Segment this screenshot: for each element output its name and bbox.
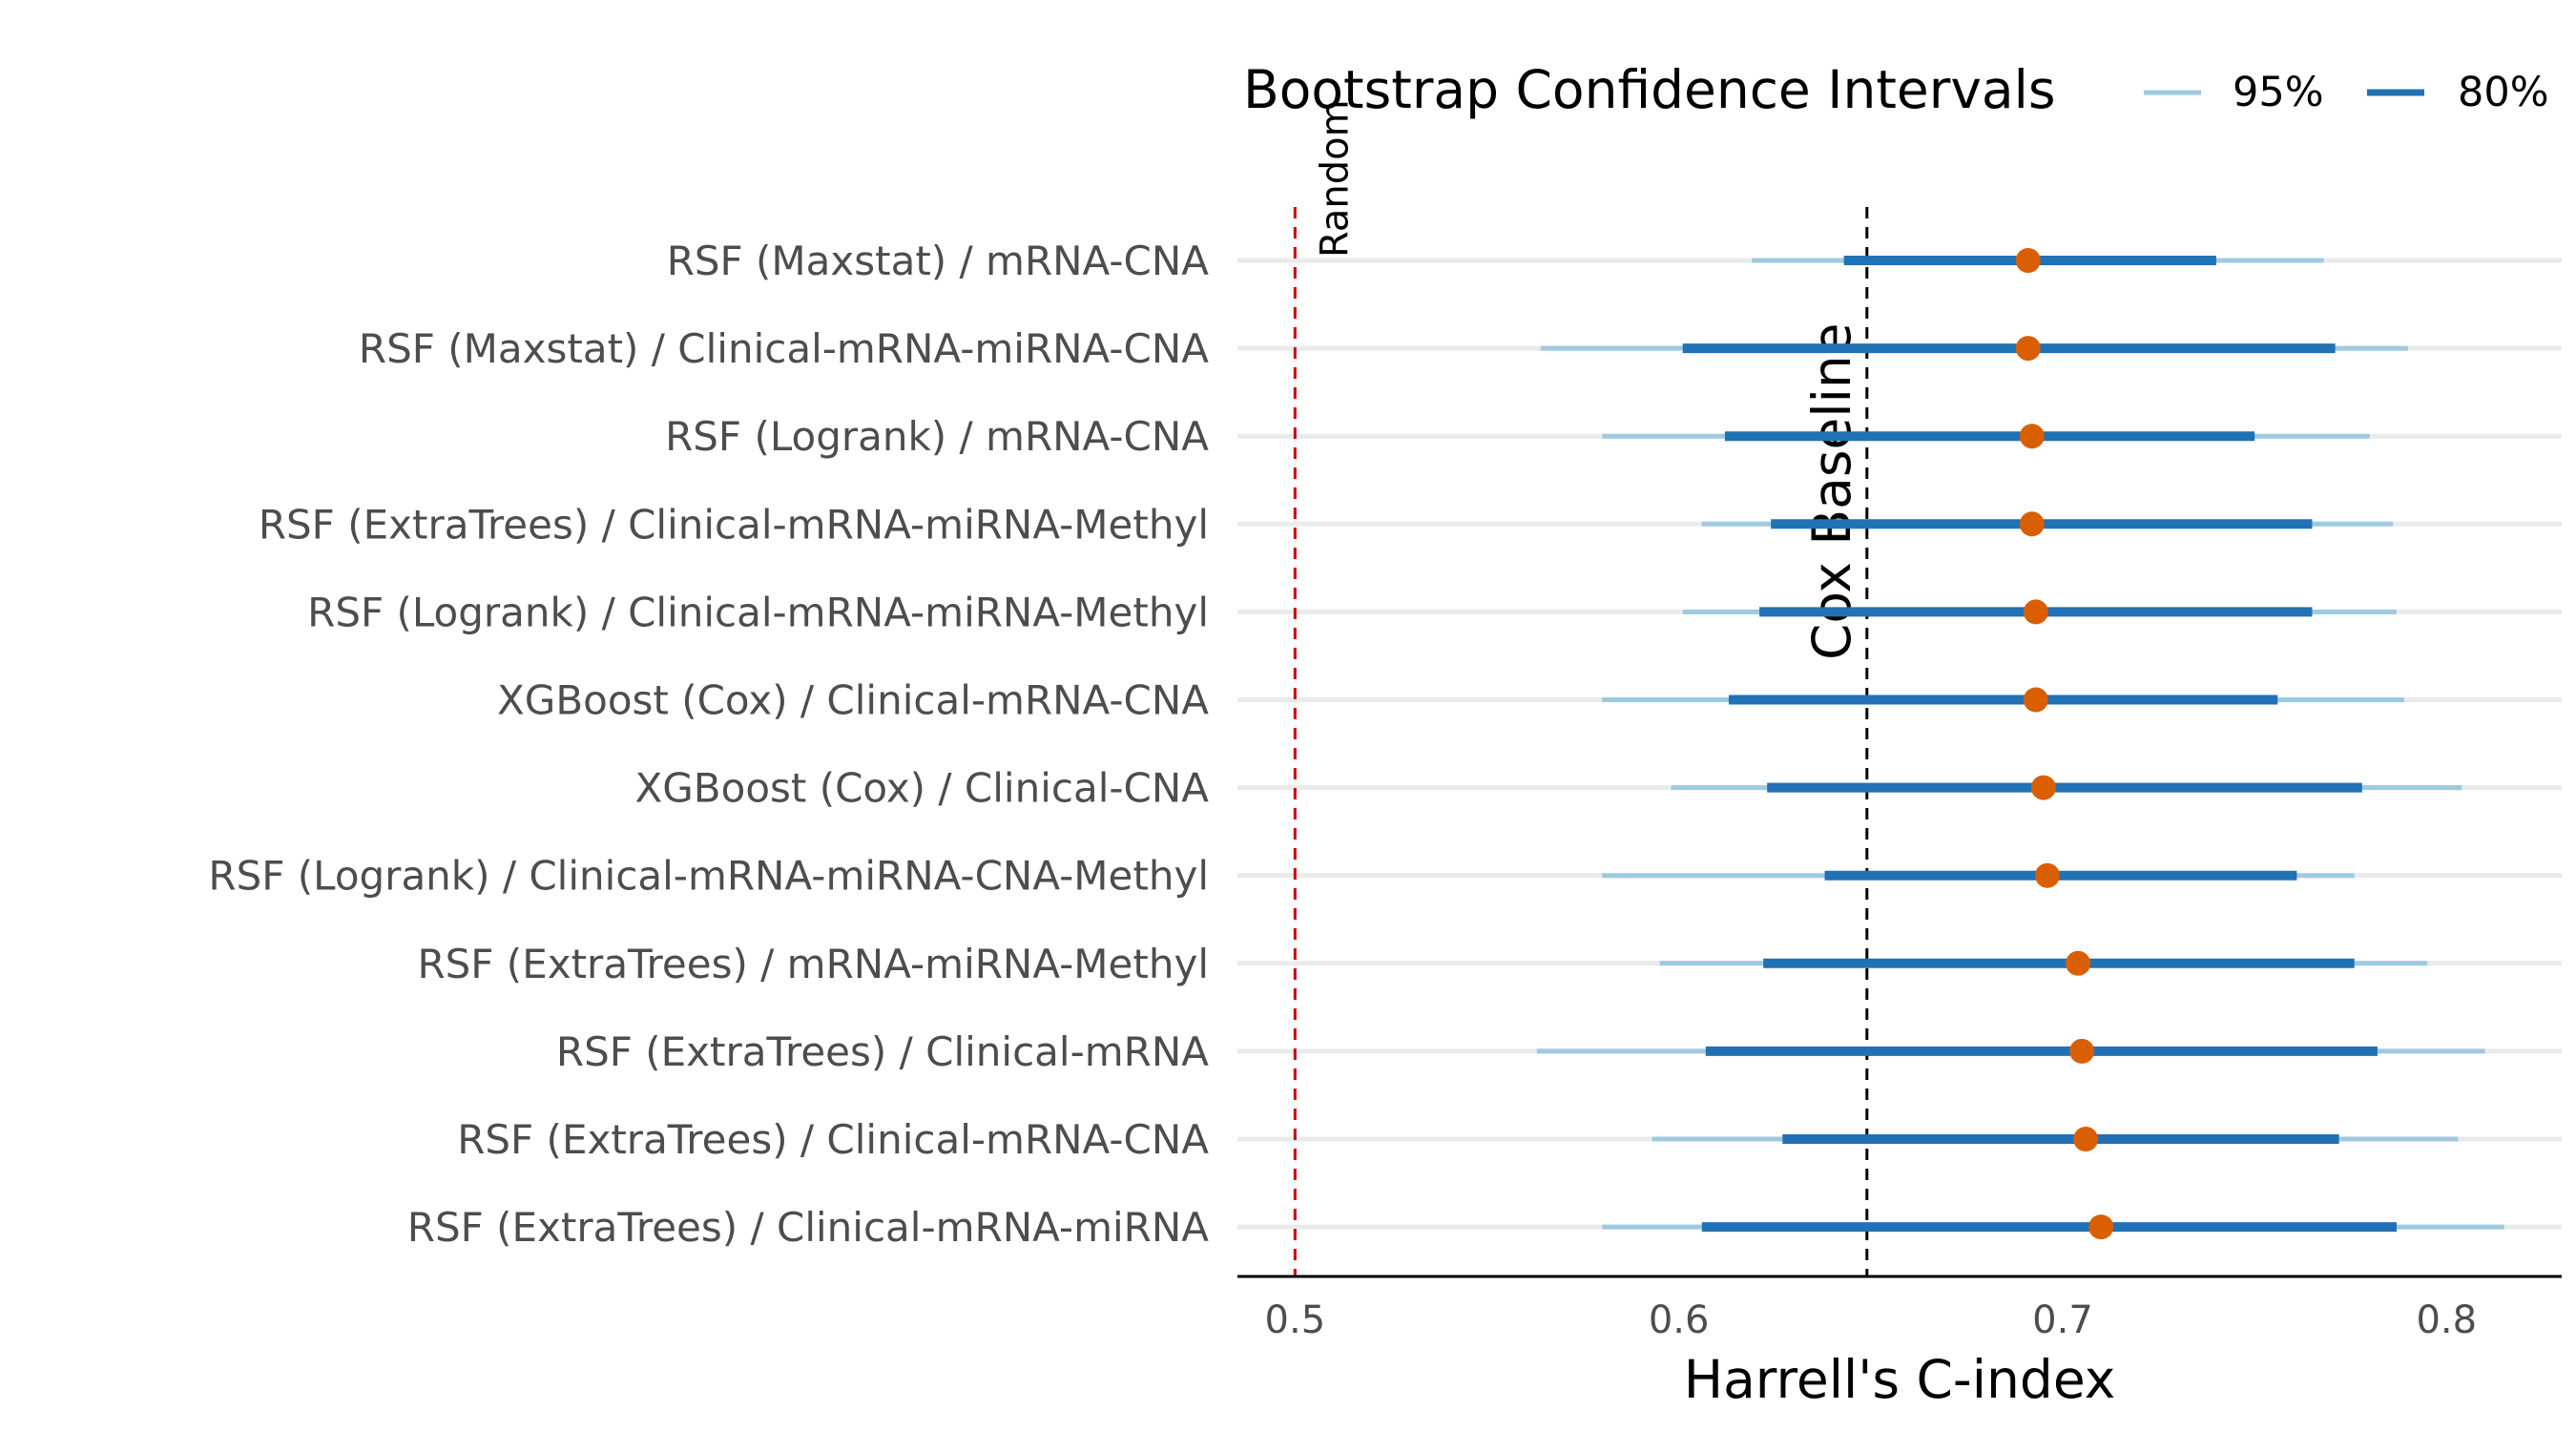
row-label: XGBoost (Cox) / Clinical-CNA: [634, 765, 1209, 812]
row-label: RSF (Maxstat) / Clinical-mRNA-miRNA-CNA: [359, 325, 1209, 372]
point-estimate: [2015, 336, 2041, 362]
row-labels: RSF (Maxstat) / mRNA-CNA RSF (Maxstat) / …: [208, 238, 1209, 1251]
point-estimate: [2023, 599, 2048, 625]
point-estimate: [2066, 950, 2091, 976]
row-label: RSF (ExtraTrees) / Clinical-mRNA-miRNA-M…: [259, 501, 1209, 548]
row-label: RSF (Logrank) / mRNA-CNA: [665, 413, 1209, 460]
data-intervals: [1536, 248, 2504, 1240]
row-label: RSF (Maxstat) / mRNA-CNA: [667, 238, 1210, 284]
cox-baseline-label: Cox Baseline: [1801, 322, 1862, 660]
row-label: RSF (Logrank) / Clinical-mRNA-miRNA-CNA-…: [208, 853, 1209, 900]
point-estimate: [2015, 248, 2041, 273]
point-estimate: [2023, 687, 2048, 713]
legend: Bootstrap Confidence Intervals 95% 80%: [1243, 59, 2549, 120]
point-estimate: [2019, 424, 2045, 449]
row-label: RSF (Logrank) / Clinical-mRNA-miRNA-Meth…: [307, 589, 1209, 635]
x-tick-label: 0.7: [2032, 1298, 2093, 1342]
row-label: RSF (ExtraTrees) / mRNA-miRNA-Methyl: [417, 941, 1209, 987]
point-estimate: [2034, 862, 2060, 888]
row-label: RSF (ExtraTrees) / Clinical-mRNA-CNA: [457, 1116, 1209, 1163]
point-estimate: [2069, 1038, 2095, 1064]
x-tick-label: 0.5: [1265, 1298, 1326, 1342]
row-label: RSF (ExtraTrees) / Clinical-mRNA-miRNA: [407, 1204, 1209, 1251]
point-estimate: [2088, 1214, 2114, 1240]
x-axis: Harrell's C-index 0.5 0.6 0.7 0.8: [1237, 1275, 2562, 1410]
row-label: RSF (ExtraTrees) / Clinical-mRNA: [556, 1028, 1209, 1075]
x-axis-title: Harrell's C-index: [1684, 1349, 2116, 1410]
x-tick-label: 0.8: [2416, 1298, 2477, 1342]
reference-lines: Random Cox Baseline: [1293, 99, 1869, 1276]
legend-title: Bootstrap Confidence Intervals: [1243, 59, 2056, 120]
legend-label-95: 95%: [2233, 69, 2324, 116]
legend-label-80: 80%: [2458, 69, 2549, 116]
point-estimate: [2019, 511, 2045, 537]
point-estimate: [2030, 775, 2056, 800]
grid-lines: [1237, 258, 2562, 1230]
point-estimate: [2073, 1127, 2099, 1151]
random-reference-label: Random: [1313, 99, 1357, 258]
row-label: XGBoost (Cox) / Clinical-mRNA-CNA: [497, 677, 1209, 724]
x-tick-label: 0.6: [1649, 1298, 1710, 1342]
